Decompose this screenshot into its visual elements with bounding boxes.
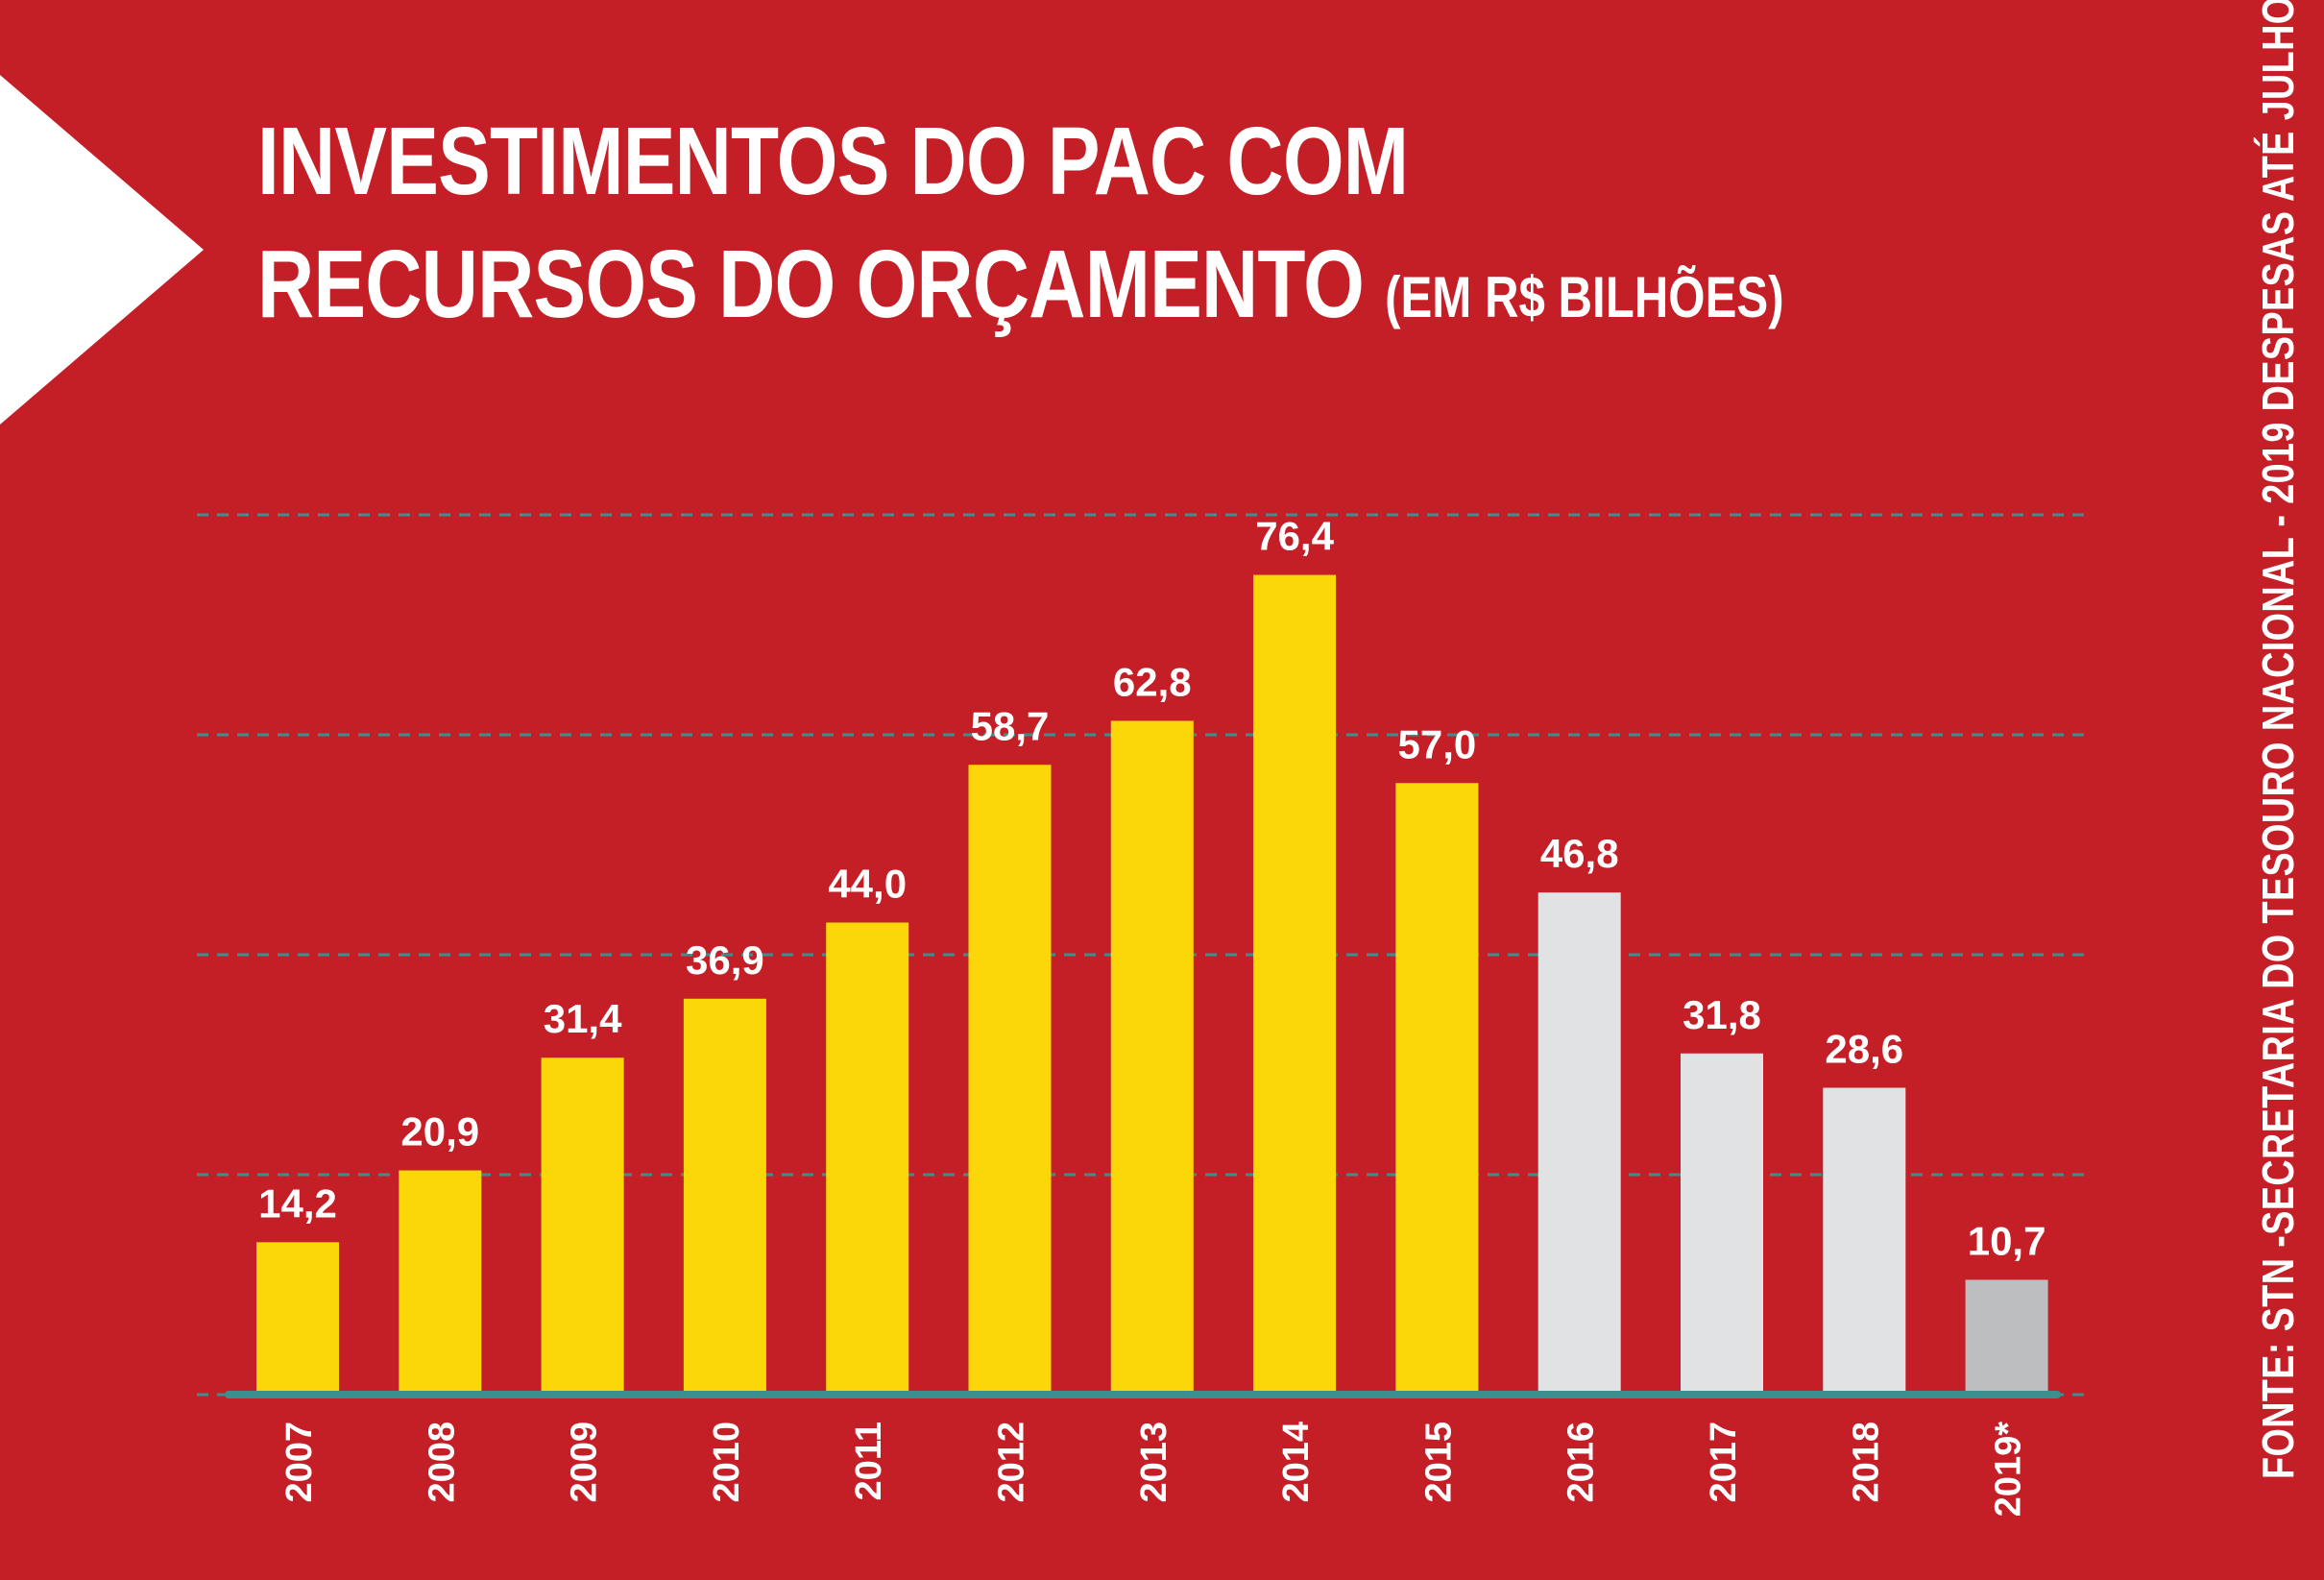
bar [1965,1279,2048,1395]
category-label: 2016 [1561,1422,1602,1503]
title-line-2-text: recursos do orçamento [257,231,1365,338]
category-labels: 2007 2008 2009 2010 2011 2012 2013 2014 2015 2016… [279,1422,2029,1518]
value-label: 14,2 [258,1180,337,1226]
value-label: 44,0 [828,861,907,906]
value-label: 57,0 [1398,721,1477,766]
bar [1681,1053,1763,1395]
source-note: Fonte: STN -Secretaria do Tesouro Nacion… [2253,0,2303,1480]
chart-title: Investimentos do PAC com recursos do orç… [257,113,2119,332]
value-label: 62,8 [1113,659,1192,704]
category-label: 2019* [1989,1422,2029,1518]
bar [1253,574,1337,1395]
value-label: 10,7 [1968,1218,2046,1263]
category-label: 2011 [849,1422,889,1500]
value-label: 28,6 [1825,1027,1903,1072]
value-label: 58,7 [971,703,1050,748]
bars [256,574,2048,1395]
category-label: 2017 [1704,1422,1744,1503]
bar [1110,720,1194,1395]
bar [541,1057,624,1395]
category-label: 2015 [1418,1422,1459,1503]
category-label: 2007 [279,1422,320,1503]
category-label: 2014 [1276,1422,1317,1503]
bar [256,1242,339,1395]
bar [1823,1087,1906,1395]
bar [683,998,766,1395]
category-label: 2010 [707,1422,747,1503]
value-label: 76,4 [1255,514,1334,559]
arrow-decoration [0,75,204,425]
title-unit: (em R$ bilhões) [1385,265,1784,329]
category-label: 2018 [1846,1422,1886,1503]
bar [1537,892,1621,1395]
category-label: 2009 [565,1422,605,1503]
value-label: 20,9 [400,1109,479,1155]
category-label: 2013 [1134,1422,1174,1503]
bar [826,922,909,1395]
title-line-2: recursos do orçamento (em R$ bilhões) [257,236,1784,332]
value-label: 46,8 [1540,831,1619,876]
category-label: 2012 [992,1422,1032,1503]
value-label: 36,9 [686,937,764,983]
value-label: 31,4 [544,996,622,1041]
bar [1395,783,1479,1395]
bar [968,765,1052,1395]
value-label: 31,8 [1682,992,1761,1037]
title-line-1: Investimentos do PAC com [257,108,1409,215]
bar [399,1170,482,1395]
category-label: 2008 [422,1422,462,1503]
value-labels: 14,2 20,9 31,4 36,9 44,0 58,7 62,8 76,4 57,0 46,8… [258,514,2046,1264]
